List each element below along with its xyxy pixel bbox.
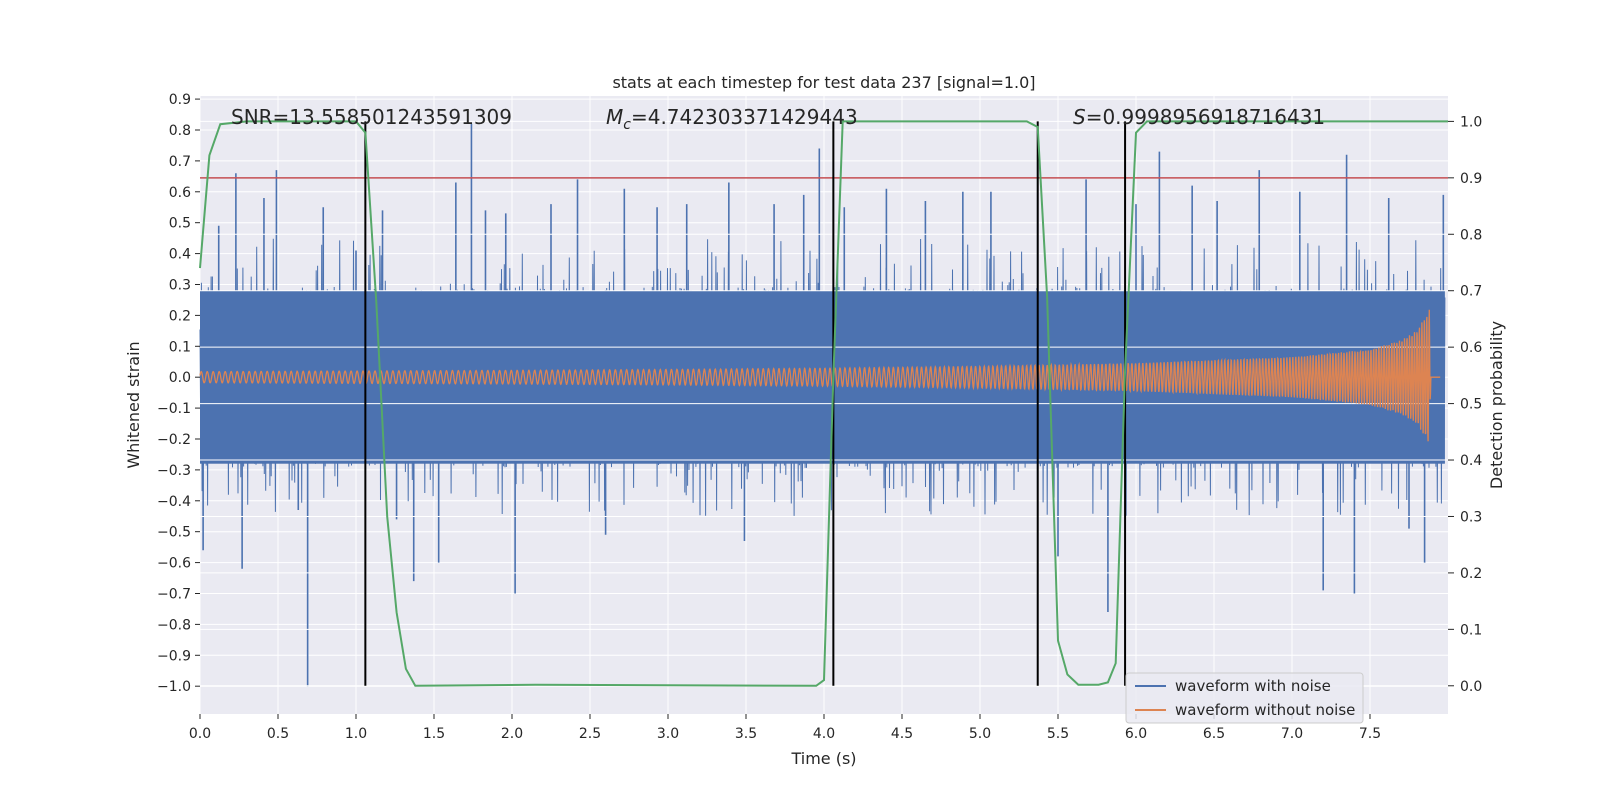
y-tick-label: 0.7 — [169, 154, 191, 170]
y2-tick-label: 0.4 — [1460, 453, 1482, 469]
y2-tick-label: 0.0 — [1460, 679, 1482, 695]
x-tick-label: 3.0 — [657, 726, 679, 742]
chirp-mass-symbol: M — [606, 105, 623, 129]
x-tick-label: 4.5 — [891, 726, 913, 742]
chirp-mass-annotation: Mc=4.742303371429443 — [606, 105, 858, 133]
y-tick-label: −0.6 — [157, 556, 191, 572]
y-tick-label: 0.1 — [169, 339, 191, 355]
secondary-y-axis-ticks: 1.0 0.9 0.8 0.7 0.6 0.5 0.4 0.3 0.2 0.1 0.0 — [1448, 114, 1482, 695]
y-tick-label: −0.4 — [157, 494, 191, 510]
x-tick-label: 1.5 — [423, 726, 445, 742]
legend-frame — [1125, 672, 1364, 724]
legend-label-noise: waveform with noise — [1175, 677, 1331, 695]
x-tick-label: 5.5 — [1047, 726, 1069, 742]
y2-tick-label: 0.1 — [1460, 622, 1482, 638]
y-tick-label: −0.7 — [157, 586, 191, 602]
y2-tick-label: 0.3 — [1460, 509, 1482, 525]
x-tick-label: 2.0 — [501, 726, 523, 742]
y-axis-ticks: 0.9 0.8 0.7 0.6 0.5 0.4 0.3 0.2 0.1 0.0 −0.1 −0.2 −0… — [157, 92, 200, 695]
x-axis-label: Time (s) — [790, 749, 856, 768]
score-value: =0.9998956918716431 — [1086, 105, 1325, 129]
snr-annotation: SNR=13.558501243591309 — [231, 105, 512, 129]
waveform-without-noise-line — [199, 309, 1441, 442]
legend: waveform with noise waveform without noi… — [1125, 672, 1364, 724]
y-tick-label: 0.3 — [169, 277, 191, 293]
waveform-without-noise-series — [199, 309, 1441, 442]
y2-tick-label: 0.6 — [1460, 340, 1482, 356]
y-tick-label: −0.3 — [157, 463, 191, 479]
waveform-with-noise-core — [200, 290, 1445, 464]
chirp-mass-subscript: c — [623, 117, 631, 133]
y-axis-label: Whitened strain — [124, 341, 143, 468]
y-tick-label: 0.2 — [169, 308, 191, 324]
x-tick-label: 7.0 — [1281, 726, 1303, 742]
waveform-with-noise-series — [199, 123, 1446, 687]
y-tick-label: 0.8 — [169, 123, 191, 139]
score-annotation: S=0.9998956918716431 — [1073, 105, 1325, 129]
legend-label-clean: waveform without noise — [1175, 701, 1355, 719]
secondary-y-axis-label: Detection probability — [1487, 321, 1506, 489]
x-tick-label: 2.5 — [579, 726, 601, 742]
x-tick-label: 3.5 — [735, 726, 757, 742]
y-tick-label: 0.0 — [169, 370, 191, 386]
y-tick-label: 0.6 — [169, 185, 191, 201]
detection-probability-line — [199, 120, 1448, 687]
x-tick-label: 6.5 — [1203, 726, 1225, 742]
x-tick-label: 1.0 — [345, 726, 367, 742]
y2-tick-label: 0.8 — [1460, 227, 1482, 243]
x-tick-label: 6.0 — [1125, 726, 1147, 742]
y-tick-label: −0.5 — [157, 525, 191, 541]
x-tick-label: 0.5 — [267, 726, 289, 742]
y2-tick-label: 0.7 — [1460, 284, 1482, 300]
chirp-mass-value: =4.742303371429443 — [631, 105, 858, 129]
y-tick-label: 0.5 — [169, 216, 191, 232]
y-tick-label: 0.9 — [169, 92, 191, 108]
y-tick-label: −0.9 — [157, 648, 191, 664]
y2-tick-label: 0.5 — [1460, 397, 1482, 413]
y-tick-label: −0.1 — [157, 401, 191, 417]
chart-title: stats at each timestep for test data 237… — [612, 73, 1035, 92]
x-tick-label: 4.0 — [813, 726, 835, 742]
x-tick-label: 0.0 — [189, 726, 211, 742]
x-tick-label: 7.5 — [1359, 726, 1381, 742]
y-tick-label: −0.8 — [157, 617, 191, 633]
y-tick-label: −0.2 — [157, 432, 191, 448]
y2-tick-label: 0.9 — [1460, 171, 1482, 187]
y2-tick-label: 1.0 — [1460, 114, 1482, 130]
score-symbol: S — [1073, 105, 1086, 129]
x-axis-ticks: 0.0 0.5 1.0 1.5 2.0 2.5 3.0 3.5 4.0 4.5 5.0 5.5 6.0 6… — [189, 714, 1381, 742]
detection-probability-series — [199, 120, 1448, 687]
y2-tick-label: 0.2 — [1460, 566, 1482, 582]
x-tick-label: 5.0 — [969, 726, 991, 742]
y-tick-label: −1.0 — [157, 679, 191, 695]
y-tick-label: 0.4 — [169, 247, 191, 263]
